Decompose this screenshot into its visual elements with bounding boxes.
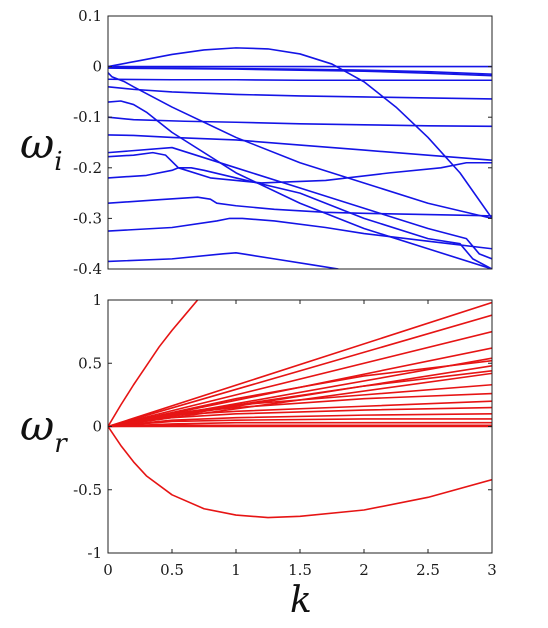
growth-rate-y-tick: 0 (92, 58, 492, 76)
frequency-curve-19 (108, 424, 492, 428)
growth-rate-curve-7 (108, 86, 492, 100)
growth-rate-curve-4 (108, 67, 492, 77)
frequency-axes-frame (107, 299, 493, 554)
growth-rate-y-tick-label: 0 (92, 58, 102, 76)
wavenumber-x-tick: 0.5 (160, 300, 184, 579)
growth-rate-curve-12 (108, 167, 492, 269)
frequency-y-tick: -0.5 (73, 481, 492, 499)
frequency-y-tick: 0 (92, 418, 492, 436)
wavenumber-x-tick: 1 (231, 300, 241, 579)
frequency-curve-3 (108, 301, 492, 428)
frequency-curve-5 (108, 330, 492, 428)
frequency-curve-16 (108, 413, 492, 428)
growth-rate-curve-5 (108, 72, 492, 220)
growth-rate-y-tick-label: 0.1 (78, 7, 102, 25)
wavenumber-x-tick: 2 (359, 300, 369, 579)
growth-rate-y-tick-label: -0.2 (73, 159, 102, 177)
growth-rate-curve-16 (108, 146, 492, 260)
growth-rate-curves (108, 47, 492, 269)
growth-rate-panel: 0.1 0 -0.1 -0.2 -0.3 -0.4 ωi (20, 7, 493, 278)
growth-rate-y-tick: -0.1 (73, 108, 492, 126)
wavenumber-x-tick: 2.5 (416, 300, 440, 579)
frequency-curve-18 (108, 421, 492, 428)
growth-rate-y-tick-label: -0.3 (73, 209, 102, 227)
growth-rate-curve-6 (108, 78, 492, 82)
frequency-y-ticks: 1 0.5 0 -0.5 -1 (73, 291, 492, 562)
growth-rate-y-tick: -0.3 (73, 209, 492, 227)
frequency-curves (108, 300, 492, 519)
growth-rate-y-tick-label: -0.1 (73, 108, 102, 126)
frequency-curve-4 (108, 314, 492, 428)
frequency-curve-14 (108, 400, 492, 428)
frequency-y-tick: 0.5 (78, 354, 492, 372)
growth-rate-axes-frame (107, 15, 493, 270)
wavenumber-x-tick: 1.5 (288, 300, 312, 579)
growth-rate-curve-1 (108, 47, 492, 219)
frequency-curve-10 (108, 359, 492, 428)
growth-rate-axis-label: ωi (20, 119, 63, 177)
frequency-curve-17 (108, 418, 492, 428)
frequency-curve-13 (108, 392, 492, 428)
growth-rate-curve-13 (108, 196, 492, 217)
growth-rate-curve-15 (108, 252, 339, 269)
frequency-y-tick-label: 1 (92, 291, 102, 309)
wavenumber-x-tick-label: 3 (487, 561, 497, 579)
growth-rate-curve-9 (108, 116, 492, 128)
frequency-y-tick-label: 0.5 (78, 354, 102, 372)
growth-rate-curve-11 (108, 151, 492, 184)
wavenumber-x-tick-label: 1 (231, 561, 241, 579)
frequency-curve-2 (108, 426, 492, 519)
frequency-curve-15 (108, 406, 492, 428)
wavenumber-x-tick-label: 0 (103, 561, 113, 579)
wavenumber-x-tick-label: 2 (359, 561, 369, 579)
growth-rate-y-ticks: 0.1 0 -0.1 -0.2 -0.3 -0.4 (73, 7, 492, 278)
frequency-y-tick-label: 0 (92, 418, 102, 436)
growth-rate-curve-14 (108, 217, 492, 250)
wavenumber-x-tick-label: 0.5 (160, 561, 184, 579)
frequency-y-tick-label: -0.5 (73, 481, 102, 499)
growth-rate-y-tick: -0.2 (73, 159, 492, 177)
frequency-y-tick-label: -1 (87, 544, 102, 562)
frequency-panel: 1 0.5 0 -0.5 -1 0 0.5 1 1.5 2 2.5 3 ωr k (20, 291, 497, 621)
frequency-curve-1 (108, 300, 199, 427)
wavenumber-x-tick-label: 1.5 (288, 561, 312, 579)
wavenumber-x-ticks: 0 0.5 1 1.5 2 2.5 3 (103, 300, 497, 579)
frequency-axis-label: ωr (20, 401, 68, 459)
growth-rate-y-tick-label: -0.4 (73, 260, 102, 278)
wavenumber-x-tick-label: 2.5 (416, 561, 440, 579)
growth-rate-curve-8 (108, 100, 492, 269)
growth-rate-curve-10 (108, 134, 492, 162)
wavenumber-axis-label: k (290, 580, 312, 621)
